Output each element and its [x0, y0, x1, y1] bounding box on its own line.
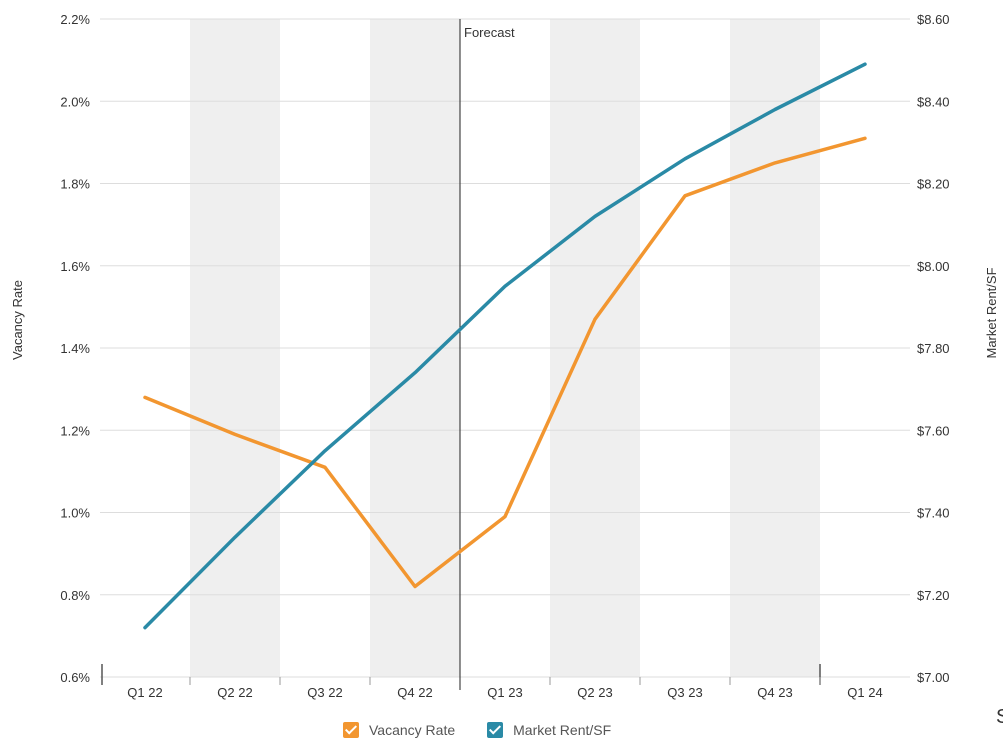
- y2-tick-label: $7.60: [917, 423, 950, 438]
- x-tick-label: Q1 24: [847, 685, 882, 700]
- y2-tick-label: $8.00: [917, 259, 950, 274]
- y2-tick-label: $8.40: [917, 94, 950, 109]
- y-tick-label: 1.4%: [60, 341, 90, 356]
- y-tick-label: 1.8%: [60, 177, 90, 192]
- checkbox-icon[interactable]: [343, 722, 359, 738]
- y-tick-label: 2.0%: [60, 94, 90, 109]
- y-tick-label: 0.8%: [60, 588, 90, 603]
- x-tick-label: Q3 22: [307, 685, 342, 700]
- y-tick-label: 2.2%: [60, 12, 90, 27]
- forecast-label: Forecast: [464, 25, 515, 40]
- y2-tick-label: $8.20: [917, 177, 950, 192]
- checkbox-icon[interactable]: [487, 722, 504, 738]
- y-tick-label: 1.0%: [60, 506, 90, 521]
- legend: Vacancy Rate Market Rent/SF: [343, 722, 643, 738]
- x-tick-label: Q1 23: [487, 685, 522, 700]
- y2-tick-label: $7.40: [917, 506, 950, 521]
- legend-label: Market Rent/SF: [513, 722, 612, 738]
- y2-tick-label: $7.00: [917, 670, 950, 685]
- x-tick-label: Q4 23: [757, 685, 792, 700]
- y-tick-label: 0.6%: [60, 670, 90, 685]
- y-tick-label: 1.6%: [60, 259, 90, 274]
- vacancy-rate-line: [143, 136, 867, 589]
- x-tick-label: Q2 22: [217, 685, 252, 700]
- y-tick-label: 1.2%: [60, 423, 90, 438]
- x-tick-label: Q4 22: [397, 685, 432, 700]
- x-tick-label: Q3 23: [667, 685, 702, 700]
- market-rent-line: [143, 62, 867, 630]
- x-tick-label: Q1 22: [127, 685, 162, 700]
- y2-axis-title: Market Rent/SF: [984, 267, 999, 358]
- x-tick-label: Q2 23: [577, 685, 612, 700]
- legend-item-vacancy-rate[interactable]: Vacancy Rate: [343, 722, 455, 738]
- cropped-text: S: [996, 706, 1003, 728]
- legend-item-market-rent[interactable]: Market Rent/SF: [487, 722, 611, 738]
- y2-tick-label: $8.60: [917, 12, 950, 27]
- y2-tick-label: $7.20: [917, 588, 950, 603]
- legend-label: Vacancy Rate: [369, 722, 456, 738]
- y2-tick-label: $7.80: [917, 341, 950, 356]
- y-axis-title: Vacancy Rate: [10, 280, 25, 360]
